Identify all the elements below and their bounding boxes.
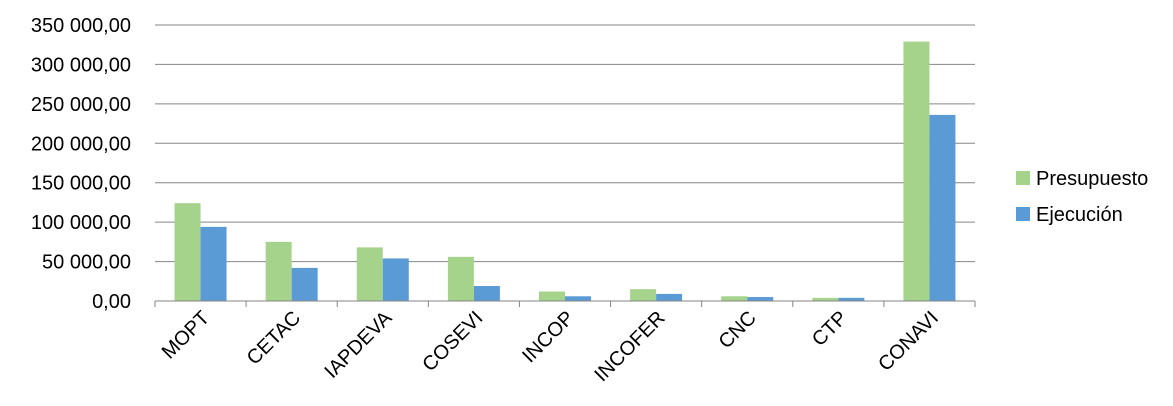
bar-ejecuci-n-iapdeva (382, 258, 409, 301)
bar-presupuesto-cnc (721, 296, 748, 301)
x-tick-label: MOPT (158, 307, 214, 363)
bar-ejecuci-n-ctp (838, 297, 865, 301)
y-tick-label: 350 000,00 (31, 15, 131, 37)
x-tick-label: CNC (715, 307, 761, 353)
y-tick-label: 300 000,00 (31, 54, 131, 76)
bars (174, 41, 956, 302)
x-tick-label: INCOP (518, 307, 578, 367)
y-tick-label: 100 000,00 (31, 212, 131, 234)
x-tick-label: CONAVI (874, 307, 943, 376)
bar-ejecuci-n-incop (565, 296, 591, 301)
legend-label: Ejecución (1036, 204, 1123, 226)
x-tick-label: IAPDEVA (320, 307, 396, 383)
y-tick-label: 0,00 (92, 291, 131, 313)
bar-presupuesto-conavi (903, 41, 930, 302)
x-axis (154, 300, 976, 307)
x-tick-label: INCOFER (590, 307, 669, 386)
bar-presupuesto-incofer (630, 289, 657, 301)
x-axis-labels: MOPT CETAC IAPDEVA COSEVI INCOP INCOFER CNC CTP… (158, 307, 943, 387)
y-tick-label: 250 000,00 (31, 94, 131, 116)
bar-presupuesto-mopt (174, 203, 201, 301)
bar-presupuesto-iapdeva (356, 247, 383, 301)
bar-presupuesto-cosevi (447, 256, 474, 301)
y-axis-ticks: 0,00 50 000,00 100 000,00 150 000,00 200 000… (31, 15, 131, 313)
y-tick-label: 150 000,00 (31, 173, 131, 195)
x-tick-label: COSEVI (418, 307, 487, 376)
bar-ejecuci-n-cetac (291, 267, 318, 301)
legend-swatch (1016, 171, 1030, 185)
bar-presupuesto-incop (539, 291, 565, 301)
legend-swatch (1016, 207, 1030, 221)
x-tick-label: CTP (808, 307, 852, 351)
bar-ejecuci-n-conavi (929, 114, 956, 301)
x-tick-label: CETAC (243, 307, 305, 369)
bar-ejecuci-n-cnc (747, 297, 774, 301)
legend-label: Presupuesto (1036, 168, 1148, 190)
legend: Presupuesto Ejecución (1016, 168, 1148, 226)
bar-ejecuci-n-incofer (656, 293, 683, 301)
gridlines (155, 24, 975, 263)
bar-presupuesto-ctp (812, 297, 839, 301)
y-tick-label: 200 000,00 (31, 133, 131, 155)
bar-presupuesto-cetac (265, 241, 292, 301)
bar-ejecuci-n-mopt (200, 226, 227, 301)
y-tick-label: 50 000,00 (42, 252, 131, 274)
bar-ejecuci-n-cosevi (473, 286, 500, 301)
